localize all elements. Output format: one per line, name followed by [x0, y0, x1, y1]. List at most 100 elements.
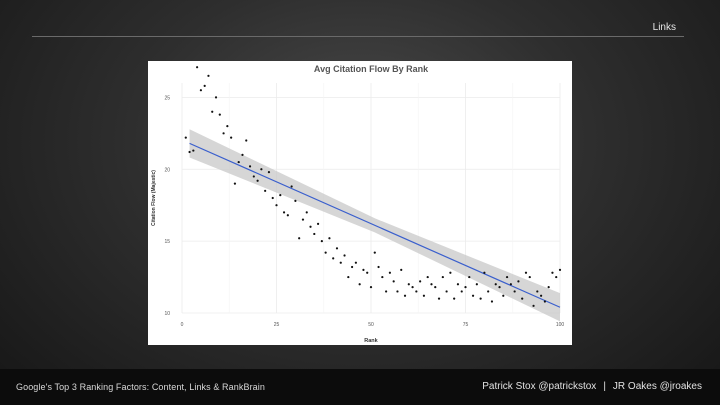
- data-point: [222, 132, 225, 135]
- data-point: [483, 271, 486, 274]
- data-point: [203, 84, 206, 87]
- data-point: [494, 283, 497, 286]
- data-point: [403, 294, 407, 297]
- data-point: [324, 251, 327, 254]
- chart-title: Avg Citation Flow By Rank: [314, 64, 429, 74]
- data-point: [547, 286, 550, 289]
- data-point: [441, 275, 444, 279]
- data-point: [426, 275, 429, 279]
- y-tick-label: 25: [164, 95, 170, 101]
- slide-title: Links: [652, 22, 676, 33]
- data-point: [460, 290, 463, 293]
- data-point: [434, 286, 437, 289]
- data-point: [245, 139, 248, 142]
- footer-author-1: Patrick Stox @patrickstox: [482, 381, 597, 392]
- data-point: [411, 286, 414, 289]
- data-point: [214, 96, 218, 99]
- data-point: [528, 275, 531, 279]
- data-point: [351, 265, 354, 269]
- data-point: [192, 149, 195, 152]
- data-point: [335, 247, 339, 250]
- data-point: [275, 204, 278, 207]
- data-point: [464, 286, 467, 289]
- data-point: [453, 297, 456, 300]
- x-tick-label: 25: [274, 322, 280, 328]
- data-point: [301, 218, 305, 221]
- data-point: [343, 254, 346, 257]
- data-point: [332, 257, 335, 260]
- data-point: [264, 189, 267, 192]
- data-point: [445, 290, 448, 293]
- trend-line: [189, 142, 561, 308]
- data-point: [540, 294, 543, 297]
- data-point: [196, 66, 199, 69]
- data-point: [505, 275, 509, 279]
- data-point: [509, 283, 512, 286]
- data-point: [449, 271, 452, 274]
- data-point: [313, 232, 316, 236]
- footer-authors: Patrick Stox @patrickstox | JR Oakes @jroa…: [482, 381, 702, 392]
- data-point: [532, 304, 535, 307]
- data-point: [400, 268, 403, 271]
- y-tick-label: 15: [164, 239, 170, 245]
- data-point: [558, 268, 562, 271]
- data-point: [199, 89, 202, 92]
- data-point: [415, 290, 418, 293]
- data-point: [237, 160, 240, 164]
- data-point: [226, 125, 229, 128]
- data-point: [366, 271, 369, 274]
- data-point: [282, 211, 286, 214]
- data-point: [271, 196, 274, 200]
- y-axis-label: Citation Flow (Majestic): [151, 170, 157, 226]
- data-point: [479, 297, 482, 300]
- data-point: [373, 251, 376, 254]
- data-point: [555, 275, 558, 279]
- data-point: [339, 261, 342, 264]
- data-point: [267, 171, 271, 174]
- data-point: [430, 283, 433, 286]
- y-tick-label: 10: [164, 311, 170, 317]
- data-point: [290, 185, 293, 188]
- data-point: [498, 286, 501, 289]
- data-point: [211, 110, 214, 113]
- footer-separator: |: [603, 381, 606, 392]
- data-point: [305, 211, 308, 214]
- data-point: [320, 240, 323, 243]
- data-point: [252, 175, 255, 178]
- data-point: [369, 286, 373, 289]
- data-point: [218, 113, 221, 116]
- data-point: [377, 265, 380, 269]
- data-point: [248, 165, 252, 168]
- data-point: [309, 225, 312, 228]
- data-point: [468, 275, 471, 279]
- data-point: [286, 214, 289, 217]
- data-point: [388, 271, 391, 274]
- data-point: [328, 237, 331, 240]
- data-point: [256, 179, 259, 182]
- footer-bar: Google's Top 3 Ranking Factors: Content,…: [0, 369, 720, 405]
- data-point: [241, 153, 244, 156]
- data-point: [396, 290, 399, 293]
- data-point: [513, 290, 516, 293]
- data-point: [207, 74, 210, 77]
- data-point: [233, 182, 237, 185]
- data-point: [347, 275, 350, 279]
- x-tick-label: 100: [556, 322, 565, 328]
- x-tick-label: 75: [463, 322, 469, 328]
- data-point: [456, 283, 460, 286]
- data-point: [316, 222, 320, 225]
- data-point: [407, 283, 410, 286]
- data-point: [521, 297, 524, 300]
- data-point: [294, 199, 297, 202]
- data-point: [536, 290, 539, 293]
- data-point: [354, 261, 357, 264]
- data-point: [524, 271, 528, 274]
- x-tick-label: 0: [181, 322, 184, 328]
- x-tick-label: 50: [368, 322, 374, 328]
- data-point: [551, 271, 554, 274]
- data-point: [298, 237, 301, 240]
- data-point: [517, 280, 520, 283]
- data-point: [230, 136, 233, 139]
- data-point: [362, 268, 365, 271]
- title-divider: [32, 36, 684, 37]
